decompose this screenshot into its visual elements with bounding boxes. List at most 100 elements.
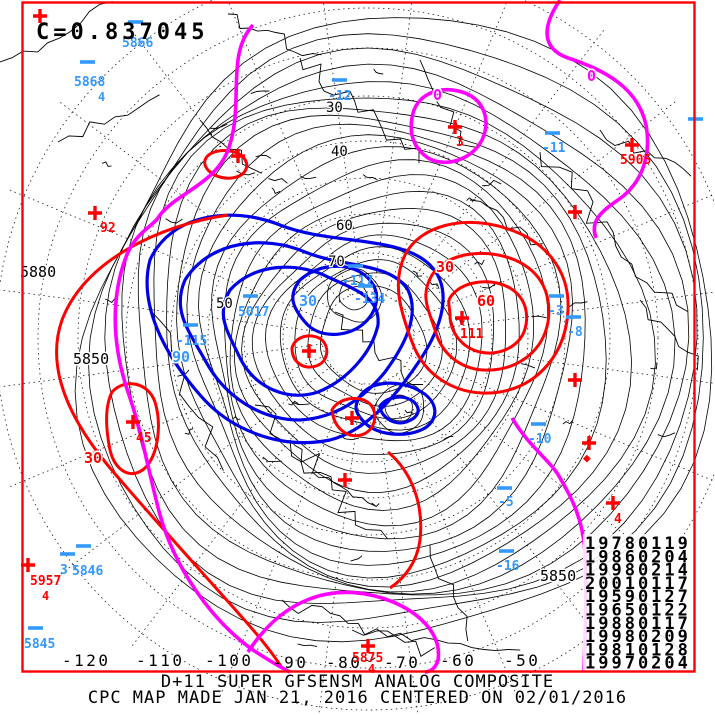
positive-station-value: 5905 [620, 153, 651, 168]
map-frame [21, 1, 696, 673]
latitude-label: 60 [336, 218, 353, 234]
zero-line-contour [409, 88, 488, 165]
positive-anomaly-contour [447, 280, 529, 355]
anomaly-contour-label: 30 [84, 449, 102, 467]
negative-station-value: -10 [528, 432, 552, 447]
height-contour [251, 222, 495, 455]
positive-station-subvalue: 4 [42, 589, 49, 603]
plus-icon [361, 639, 375, 653]
negative-station-value: 5846 [72, 564, 103, 579]
latitude-label: 50 [216, 296, 233, 312]
analog-dates-list: 1978011919860204199802142001011719590127… [583, 534, 693, 674]
plus-icon [606, 496, 620, 510]
longitude-label: -90 [272, 653, 308, 672]
zero-line-contour [246, 590, 441, 674]
plus-icon [448, 120, 462, 134]
negative-station-value: -134 [354, 292, 385, 307]
coastlines [0, 1, 699, 665]
negative-station-value: 5866 [122, 36, 153, 51]
height-contours [74, 17, 713, 643]
positive-station-value: 45 [136, 431, 152, 446]
negative-station-value: 3 [60, 563, 68, 578]
plus-icon [582, 436, 596, 450]
analog-date: 19650122 [585, 601, 691, 621]
height-contour [279, 246, 471, 431]
analog-date: 19970204 [585, 654, 691, 674]
negative-station-value: -8 [567, 325, 583, 340]
analog-date: 19590127 [585, 587, 691, 607]
positive-anomaly-contour [330, 396, 377, 438]
zero-line-contour [113, 23, 291, 674]
anomaly-contour-label: 90 [172, 348, 190, 366]
analog-date: 19980214 [585, 561, 691, 581]
positive-station-subvalue: 4 [368, 662, 375, 676]
negative-anomaly-contour [178, 241, 414, 422]
longitude-label: -80 [326, 653, 362, 672]
anomaly-contour-label: 30 [299, 292, 317, 310]
latitude-labels: 30 40 50 60 70 [215, 99, 354, 314]
longitude-label: -100 [205, 651, 254, 670]
positive-station-value: 5957 [30, 574, 61, 589]
latitude-label: 30 [326, 100, 343, 116]
negative-anomaly-contours [145, 213, 445, 445]
negative-station-value: 5868 [74, 75, 105, 90]
longitude-label: -120 [62, 651, 111, 670]
map-title-line1: D+11 SUPER GFSENSM ANALOG COMPOSITE [160, 672, 555, 692]
plus-icon [33, 9, 47, 23]
plus-icon [345, 411, 359, 425]
anomaly-contour-label: 30 [436, 258, 454, 276]
latitude-label: 40 [331, 144, 348, 160]
analog-date: 19780119 [585, 534, 691, 554]
longitude-label: -110 [136, 651, 185, 670]
positive-anomaly-contour [396, 221, 570, 395]
height-contour [88, 33, 704, 623]
longitude-label: -70 [384, 653, 420, 672]
plus-icon [338, 473, 352, 487]
positive-anomaly-contour [387, 450, 423, 590]
map-title-line2: CPC MAP MADE JAN 21, 2016 CENTERED ON 02… [87, 688, 628, 708]
analog-date: 19880117 [585, 614, 691, 634]
latitude-label: 70 [328, 254, 345, 270]
height-contour [294, 259, 458, 420]
negative-station-value: -5 [498, 495, 514, 510]
height-contour-label: 5880 [20, 263, 56, 281]
plus-icon [231, 149, 245, 163]
height-contour [234, 190, 520, 493]
plus-icon [568, 205, 582, 219]
analog-date: 19980209 [585, 627, 691, 647]
positive-station-value: 4 [614, 512, 622, 527]
height-contour-label: 5850 [73, 350, 109, 368]
height-contour [198, 134, 573, 552]
negative-station-subvalue: 4 [98, 90, 105, 104]
height-contour [121, 63, 690, 596]
positive-anomaly-contour [105, 382, 160, 475]
longitude-label: -50 [504, 651, 540, 670]
zero-line-contour [510, 417, 588, 673]
negative-anomaly-contour [378, 395, 420, 425]
anomaly-contour-label: 60 [477, 292, 495, 310]
height-contour [241, 208, 506, 474]
correlation-label: C=0.837045 [36, 20, 209, 45]
height-labels: 5880 5850 5850 [19, 262, 578, 587]
height-contour [104, 47, 698, 605]
plus-icon [625, 138, 639, 152]
zero-line-contour [545, 0, 650, 239]
positive-station-value: 3 [456, 135, 464, 150]
height-contour [264, 234, 483, 442]
negative-station-value: 5845 [24, 637, 55, 652]
height-contour [211, 146, 562, 540]
height-contour [74, 17, 713, 643]
longitude-labels: -120 -110 -100 -90 -80 -70 -60 -50 [62, 651, 540, 672]
positive-anomaly-contour [290, 334, 329, 369]
negative-station-value: -16 [496, 559, 520, 574]
negative-anomaly-contour [354, 381, 437, 436]
plus-icon [302, 344, 316, 358]
analog-date: 19810128 [585, 640, 691, 660]
longitude-label: -60 [440, 651, 476, 670]
height-contour [137, 81, 676, 595]
anomaly-contour-labels: 30 30 60 0 0 90 30 [83, 66, 598, 469]
